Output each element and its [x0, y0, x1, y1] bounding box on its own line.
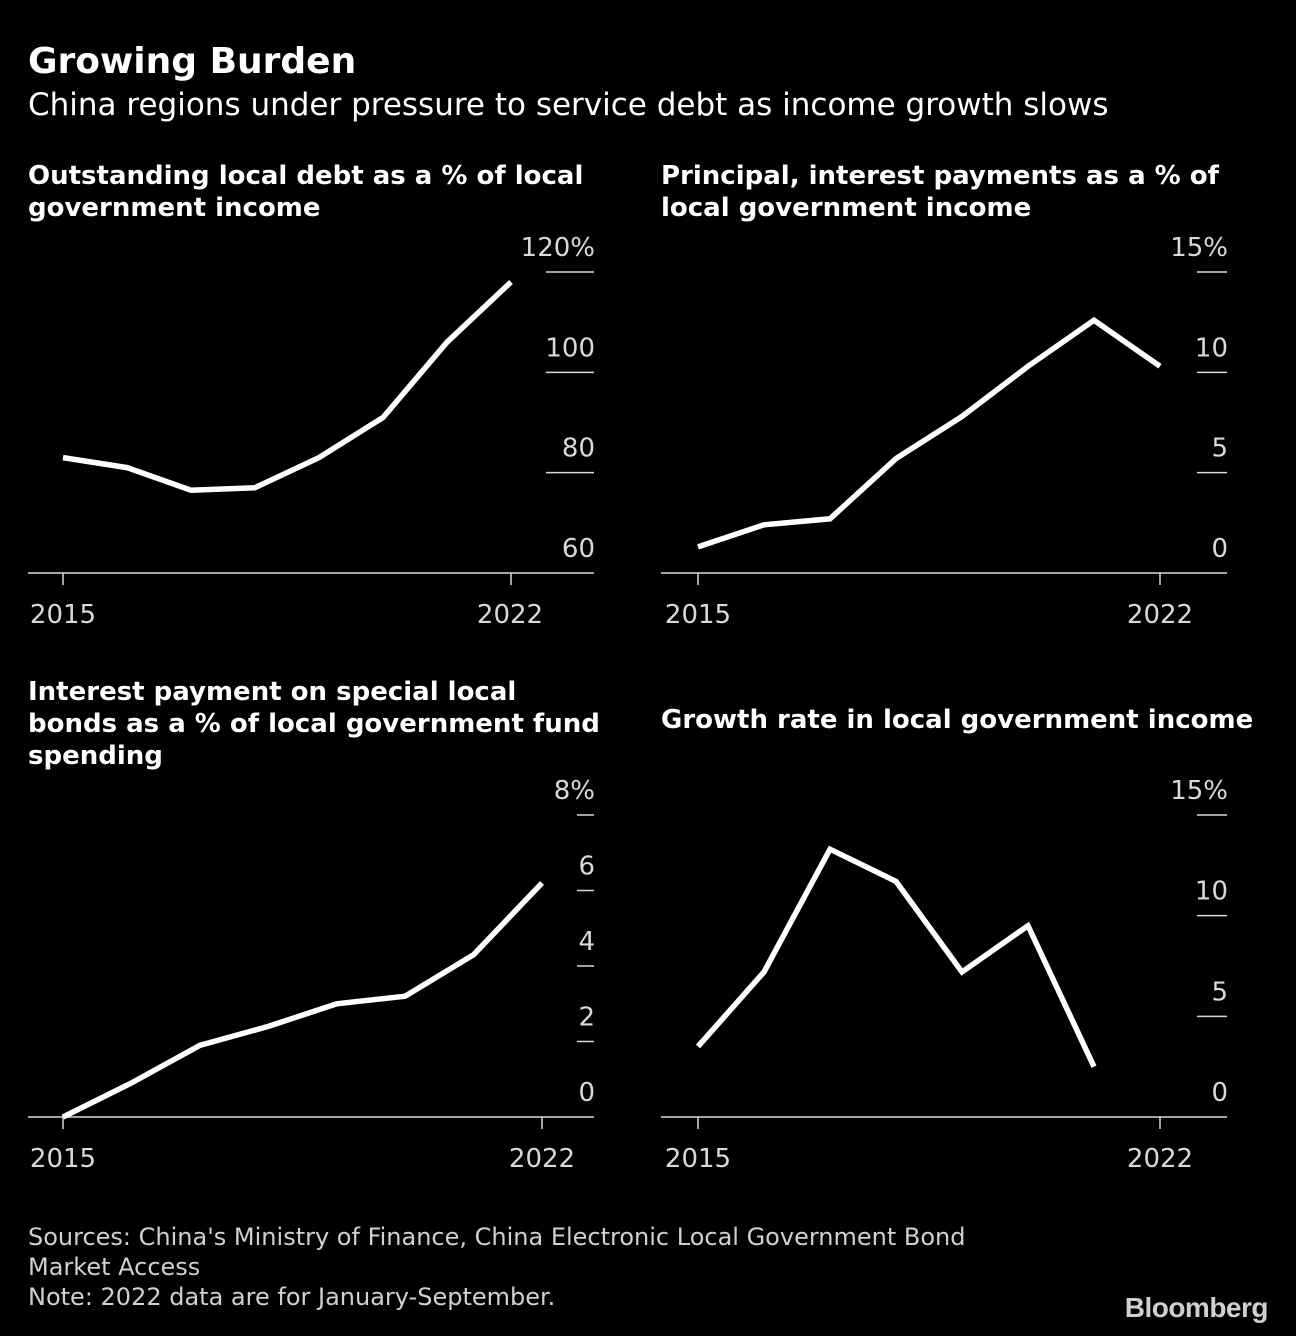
- chart-subtitle: China regions under pressure to service …: [28, 87, 1109, 123]
- y-tick-label-0-2: 100: [545, 333, 595, 363]
- x-tick-label-2-0: 2015: [30, 1144, 96, 1174]
- data-point-0-0: [61, 456, 65, 460]
- note-line: Note: 2022 data are for January-Septembe…: [28, 1283, 556, 1311]
- y-tick-label-0-3: 120%: [521, 233, 595, 263]
- panel-title-income-growth: Growth rate in local government income: [661, 705, 1254, 735]
- data-point-1-1: [762, 523, 766, 527]
- data-point-1-0: [696, 545, 700, 549]
- data-point-1-2: [828, 517, 832, 521]
- series-line-0: [62, 279, 513, 493]
- y-tick-label-2-0: 0: [578, 1078, 595, 1108]
- data-point-0-3: [253, 486, 257, 490]
- panel-title-special-bonds-interest: Interest payment on special local bonds …: [28, 677, 600, 771]
- data-point-3-6: [1092, 1065, 1096, 1069]
- footer-notes: Sources: China's Ministry of Finance, Ch…: [28, 1222, 965, 1312]
- data-point-3-3: [894, 879, 898, 883]
- y-tick-label-3-3: 15%: [1170, 776, 1228, 806]
- data-point-3-0: [696, 1045, 700, 1049]
- data-point-1-7: [1158, 364, 1162, 368]
- data-point-2-5: [403, 994, 407, 998]
- data-point-1-3: [894, 457, 898, 461]
- y-tick-label-0-0: 60: [562, 534, 595, 564]
- series-line-1: [697, 316, 1162, 550]
- data-point-2-3: [266, 1024, 270, 1028]
- data-point-0-5: [381, 415, 385, 419]
- data-point-0-2: [189, 488, 193, 492]
- data-point-3-1: [762, 970, 766, 974]
- y-tick-label-1-0: 0: [1211, 534, 1228, 564]
- x-tick-label-1-1: 2022: [1127, 600, 1193, 630]
- y-tick-label-1-2: 10: [1195, 333, 1228, 363]
- x-tick-label-1-0: 2015: [665, 600, 731, 630]
- data-point-1-6: [1092, 318, 1096, 322]
- data-point-3-4: [960, 970, 964, 974]
- x-tick-label-2-1: 2022: [509, 1144, 575, 1174]
- y-tick-label-3-2: 10: [1195, 877, 1228, 907]
- data-point-1-5: [1026, 364, 1030, 368]
- data-point-3-5: [1026, 924, 1030, 928]
- y-tick-label-2-3: 6: [578, 852, 595, 882]
- data-point-2-2: [198, 1043, 202, 1047]
- data-point-3-2: [828, 847, 832, 851]
- data-point-0-6: [445, 340, 449, 344]
- data-point-2-6: [472, 953, 476, 957]
- data-point-1-4: [960, 414, 964, 418]
- data-point-0-1: [125, 466, 129, 470]
- panel-title-outstanding-debt: Outstanding local debt as a % of local g…: [28, 161, 584, 223]
- chart-title: Growing Burden: [28, 41, 357, 82]
- y-tick-label-2-4: 8%: [554, 776, 595, 806]
- data-point-2-0: [61, 1115, 65, 1119]
- x-tick-label-0-0: 2015: [30, 600, 96, 630]
- data-point-0-4: [317, 456, 321, 460]
- y-tick-label-1-3: 15%: [1170, 233, 1228, 263]
- bloomberg-logo: Bloomberg: [1124, 1292, 1269, 1323]
- source-line-2: Market Access: [28, 1253, 201, 1281]
- data-point-2-4: [335, 1002, 339, 1006]
- x-tick-label-3-0: 2015: [665, 1144, 731, 1174]
- series-line-3: [695, 845, 1097, 1068]
- panel-title-principal-interest: Principal, interest payments as a % of l…: [661, 161, 1219, 223]
- y-tick-label-1-1: 5: [1211, 434, 1228, 464]
- series-line-2: [61, 881, 544, 1120]
- y-tick-label-3-1: 5: [1211, 977, 1228, 1007]
- source-line-1: Sources: China's Ministry of Finance, Ch…: [28, 1223, 966, 1251]
- y-tick-label-2-1: 2: [578, 1003, 595, 1033]
- x-tick-label-3-1: 2022: [1127, 1144, 1193, 1174]
- data-point-0-7: [509, 280, 513, 284]
- y-tick-label-3-0: 0: [1211, 1078, 1228, 1108]
- y-tick-label-2-2: 4: [578, 927, 595, 957]
- y-tick-label-0-1: 80: [562, 434, 595, 464]
- x-tick-label-0-1: 2022: [477, 600, 543, 630]
- data-point-2-7: [540, 881, 544, 885]
- data-point-2-1: [129, 1081, 133, 1085]
